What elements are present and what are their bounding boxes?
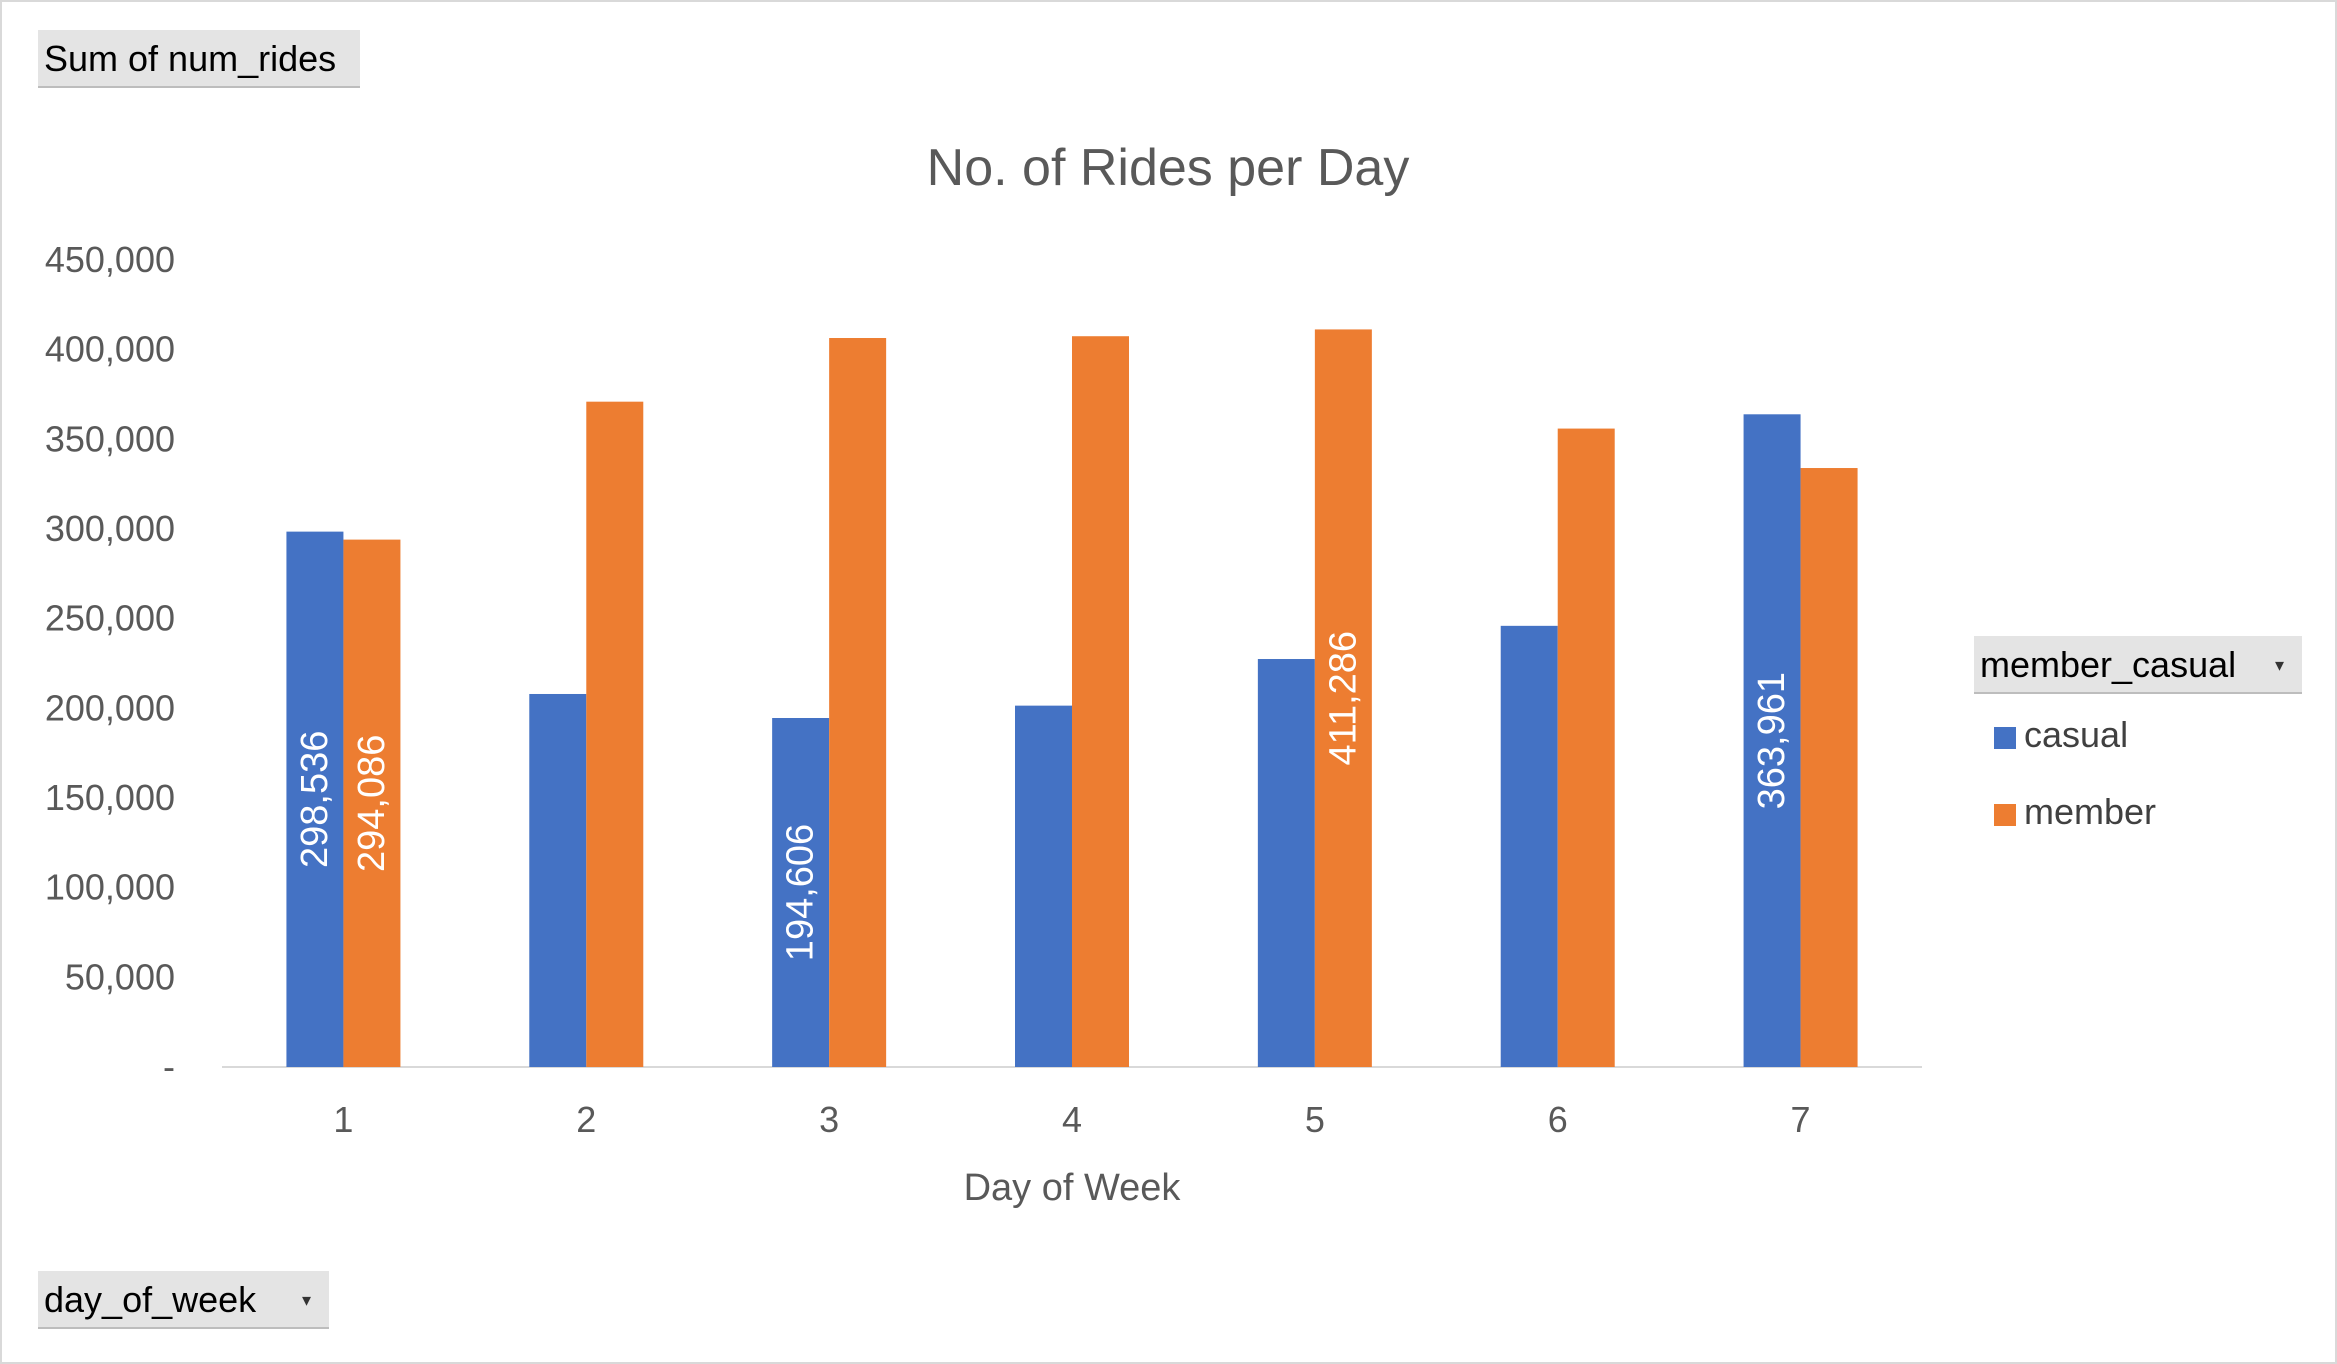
y-tick-label: 400,000 — [45, 329, 175, 370]
legend-label-member: member — [2024, 791, 2157, 832]
values-field-label: Sum of num_rides — [44, 38, 337, 79]
bar-member-6[interactable] — [1557, 428, 1615, 1067]
y-tick-label: 150,000 — [45, 777, 175, 818]
chart-title: No. of Rides per Day — [927, 139, 1410, 197]
dropdown-arrow-icon: ▾ — [301, 1290, 311, 1310]
x-tick-label: 1 — [333, 1099, 353, 1140]
x-tick-label: 2 — [576, 1099, 596, 1140]
x-tick-label: 3 — [819, 1099, 839, 1140]
legend-swatch-member — [1994, 804, 2016, 826]
legend-label-casual: casual — [2024, 714, 2129, 755]
bar-casual-6[interactable] — [1500, 625, 1558, 1067]
data-labels-group: 298,536 294,086 194,606 411,286 363,961 — [294, 631, 1793, 961]
bar-casual-1[interactable] — [286, 531, 344, 1067]
data-label-casual-3: 194,606 — [780, 824, 822, 961]
axis-field-label: day_of_week — [44, 1279, 257, 1320]
y-tick-label: 350,000 — [45, 418, 175, 459]
bars-group — [286, 329, 1858, 1067]
x-tick-label: 4 — [1062, 1099, 1082, 1140]
data-label-casual-7: 363,961 — [1751, 672, 1793, 809]
values-field-button[interactable]: Sum of num_rides — [38, 30, 360, 88]
y-tick-label: 50,000 — [65, 956, 175, 997]
x-tick-label: 6 — [1548, 1099, 1568, 1140]
bar-member-5[interactable] — [1314, 329, 1372, 1067]
x-tick-label: 7 — [1791, 1099, 1811, 1140]
x-tick-label: 5 — [1305, 1099, 1325, 1140]
legend-field-button[interactable]: member_casual ▾ — [1974, 636, 2302, 694]
data-label-member-1: 294,086 — [351, 735, 393, 872]
bar-casual-2[interactable] — [529, 693, 587, 1067]
bar-member-3[interactable] — [829, 338, 887, 1067]
y-tick-label: 200,000 — [45, 687, 175, 728]
y-tick-label: 100,000 — [45, 867, 175, 908]
data-label-casual-1: 298,536 — [294, 731, 336, 868]
y-tick-label: 250,000 — [45, 598, 175, 639]
bar-member-7[interactable] — [1800, 468, 1858, 1067]
y-tick-label: 450,000 — [45, 239, 175, 280]
bar-member-1[interactable] — [343, 539, 401, 1067]
x-axis-title: Day of Week — [964, 1167, 1182, 1209]
bar-casual-4[interactable] — [1015, 705, 1072, 1067]
data-label-member-5: 411,286 — [1322, 631, 1364, 766]
y-axis: - 50,000 100,000 150,000 200,000 250,000 300,0… — [45, 239, 175, 1087]
bar-member-4[interactable] — [1072, 336, 1129, 1067]
bar-casual-7[interactable] — [1743, 414, 1801, 1067]
x-axis: 1 2 3 4 5 6 7 — [333, 1099, 1810, 1140]
y-tick-label: - — [163, 1046, 175, 1087]
axis-field-button[interactable]: day_of_week ▾ — [38, 1271, 329, 1329]
bar-member-2[interactable] — [586, 401, 644, 1067]
legend-swatch-casual — [1994, 727, 2016, 749]
bar-casual-5[interactable] — [1257, 659, 1315, 1067]
dropdown-arrow-icon: ▾ — [2274, 655, 2284, 675]
y-tick-label: 300,000 — [45, 508, 175, 549]
bar-casual-3[interactable] — [772, 718, 830, 1067]
legend-field-label: member_casual — [1980, 644, 2237, 685]
